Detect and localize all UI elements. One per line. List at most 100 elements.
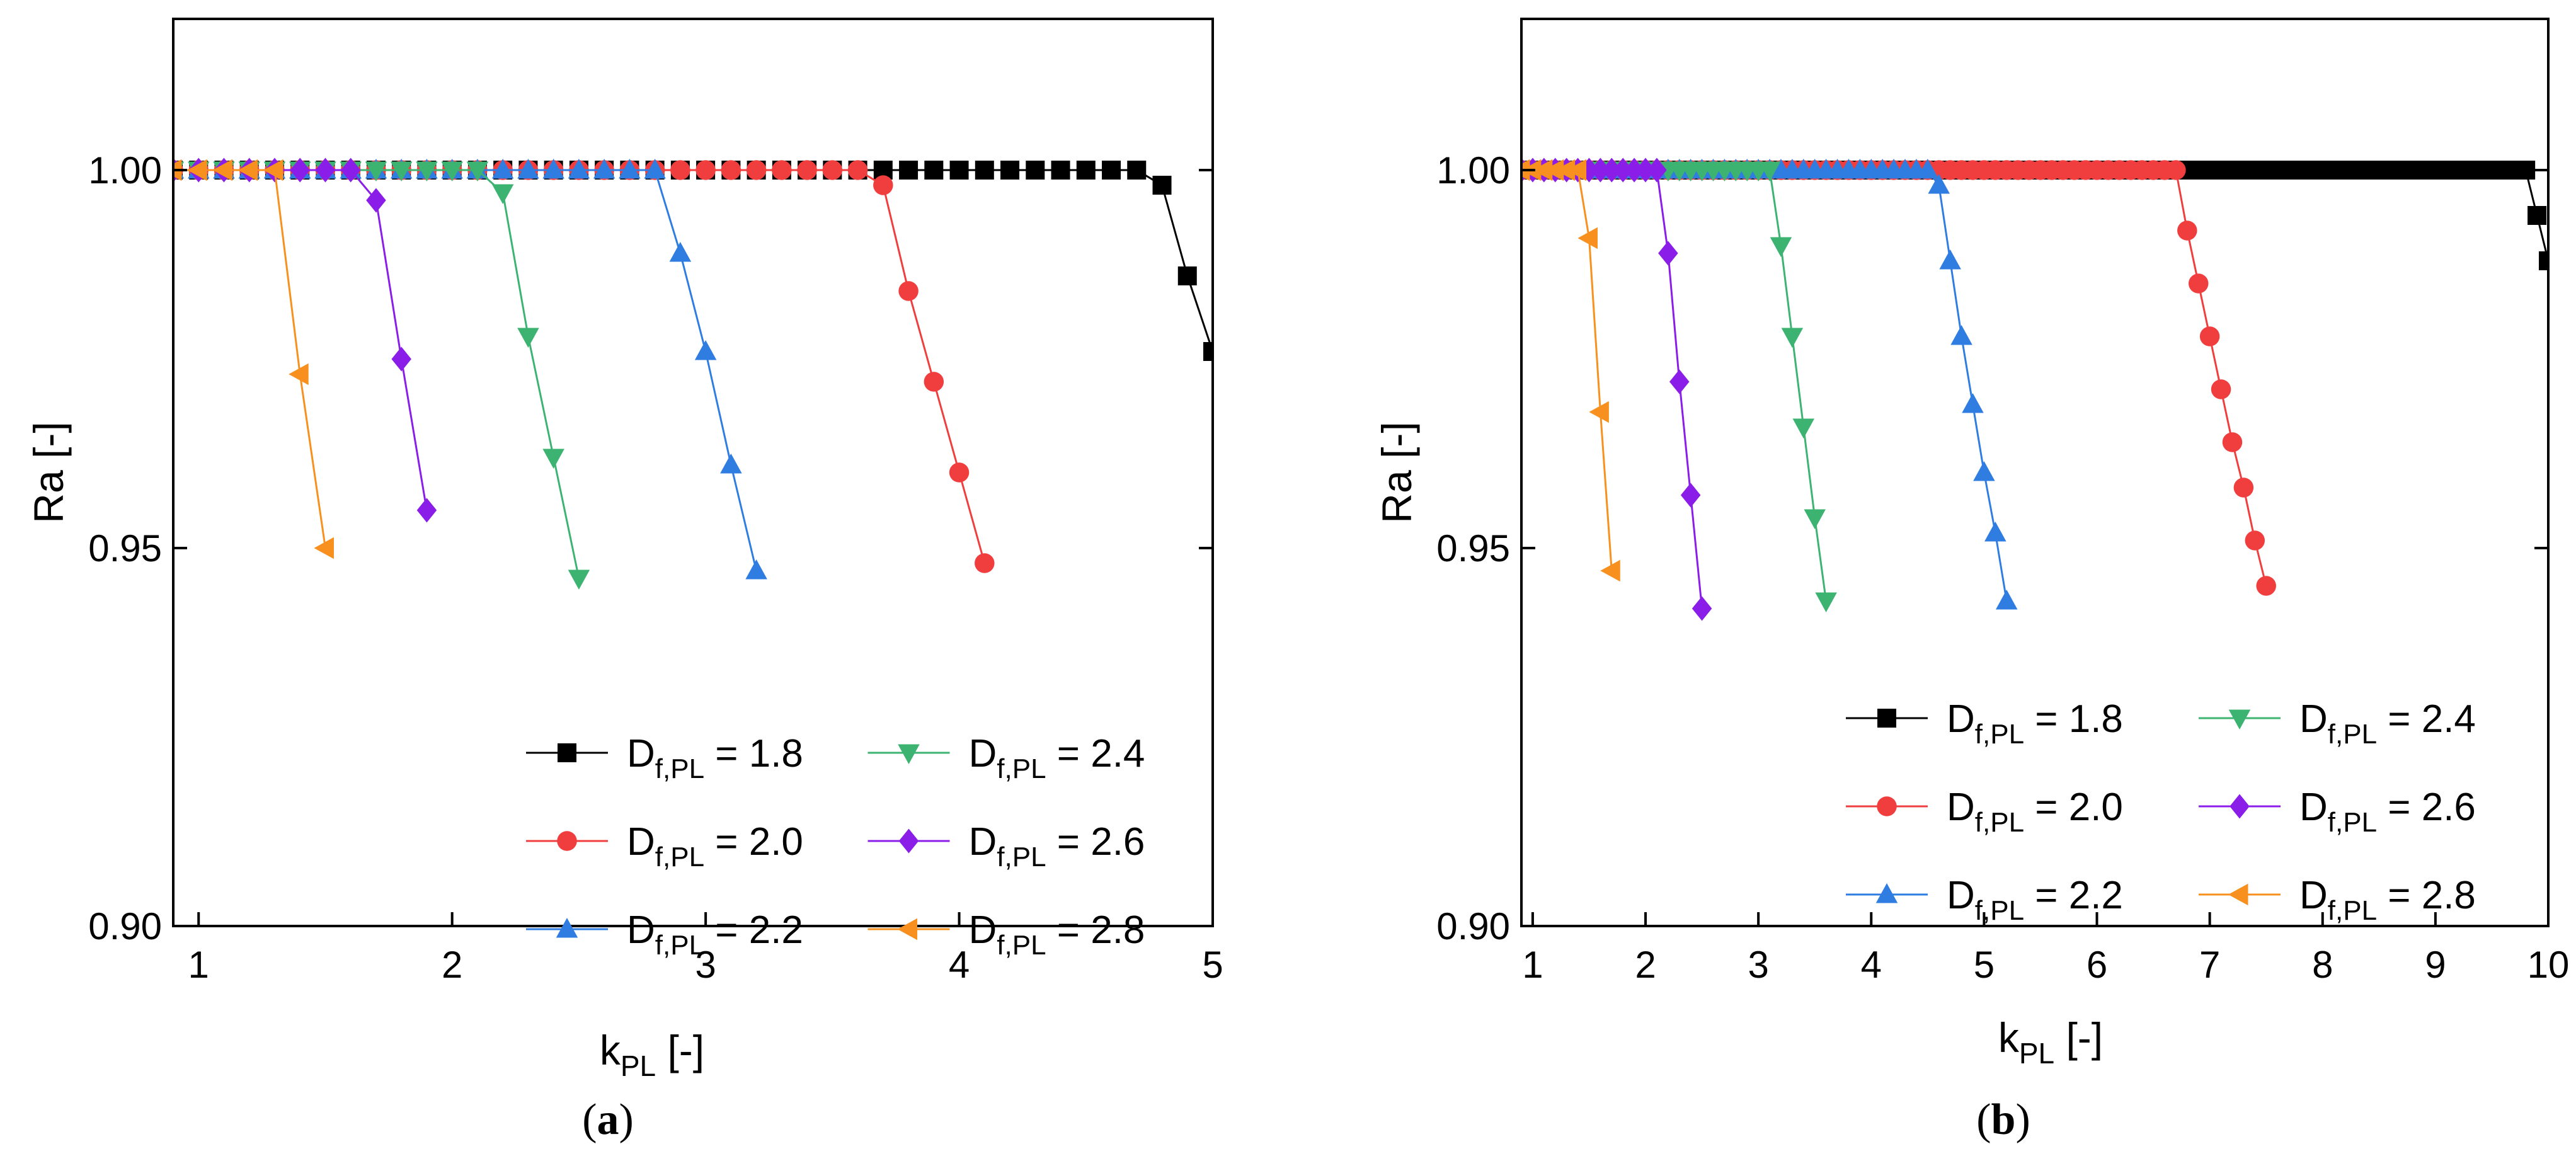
legend-label: Df,PL = 2.8 <box>2299 874 2476 926</box>
series-line <box>173 169 580 579</box>
legend-item-1: Df,PL = 2.0 <box>526 820 803 872</box>
data-point <box>720 454 742 474</box>
data-point <box>1928 174 1950 194</box>
x-tick-label: 8 <box>2312 944 2333 986</box>
series-line <box>1521 169 2267 586</box>
y-tick-label: 0.95 <box>88 527 162 569</box>
data-point <box>1026 161 1045 180</box>
data-point <box>924 372 944 392</box>
legend-label: Df,PL = 2.2 <box>627 908 803 961</box>
legend-item-2: Df,PL = 2.2 <box>1846 874 2123 926</box>
data-point <box>491 184 514 204</box>
data-point <box>441 161 463 181</box>
legend-marker <box>898 828 919 854</box>
x-tick-label: 6 <box>2087 944 2107 986</box>
data-point <box>745 559 767 580</box>
x-tick-label: 9 <box>2425 944 2446 986</box>
axes-frame <box>172 18 1214 927</box>
data-point <box>924 161 944 180</box>
legend-label: Df,PL = 2.2 <box>1947 874 2123 926</box>
data-point <box>1962 393 1984 413</box>
data-point <box>873 161 893 180</box>
data-point <box>949 161 969 180</box>
data-point <box>263 159 283 181</box>
series-5 <box>1521 159 1620 582</box>
legend-item-3: Df,PL = 2.4 <box>867 732 1145 784</box>
data-point <box>669 242 692 262</box>
y-tick-label: 0.90 <box>1436 905 1510 947</box>
data-point <box>593 159 615 179</box>
legend-label: Df,PL = 2.4 <box>2299 697 2476 750</box>
data-point <box>568 159 590 179</box>
data-point <box>289 363 309 386</box>
x-axis-label: kPL [-] <box>600 1027 704 1082</box>
data-point <box>1555 159 1576 181</box>
data-point <box>1127 161 1147 180</box>
x-tick-label: 10 <box>2527 944 2570 986</box>
series-line <box>1521 169 1613 571</box>
legend-marker <box>898 744 920 764</box>
legend-marker <box>1877 709 1896 728</box>
data-point <box>568 569 590 590</box>
data-point <box>1658 241 1678 266</box>
legend-item-4: Df,PL = 2.6 <box>2199 786 2476 838</box>
series-1 <box>173 160 995 573</box>
data-point <box>1601 157 1622 183</box>
data-point <box>1792 418 1815 438</box>
legend-marker <box>897 918 917 941</box>
data-point <box>1566 159 1587 181</box>
legend-marker <box>2228 709 2251 729</box>
data-point <box>517 159 539 179</box>
series-4 <box>173 157 437 523</box>
data-point <box>949 462 970 483</box>
data-point <box>1589 401 1609 423</box>
data-point <box>1950 325 1972 345</box>
x-tick-label: 3 <box>1748 944 1768 986</box>
legend-item-5: Df,PL = 2.8 <box>867 908 1145 961</box>
plot-area <box>173 157 1213 590</box>
data-point <box>797 160 817 180</box>
data-point <box>847 160 868 180</box>
legend-label: Df,PL = 2.0 <box>1947 786 2123 838</box>
data-point <box>1973 461 1995 481</box>
data-point <box>491 159 514 179</box>
legend-label: Df,PL = 1.8 <box>1947 697 2123 750</box>
data-point <box>1758 161 1781 181</box>
data-point <box>1577 227 1598 249</box>
data-point <box>212 159 232 181</box>
data-point <box>696 160 716 180</box>
data-point <box>1590 157 1611 183</box>
data-point <box>340 157 361 183</box>
legend-marker <box>557 831 577 851</box>
data-point <box>721 160 741 180</box>
data-point <box>1532 159 1553 181</box>
data-point <box>1680 483 1701 508</box>
series-line <box>173 169 758 571</box>
data-point <box>899 161 919 180</box>
data-point <box>2245 530 2265 551</box>
data-point <box>1984 522 2006 542</box>
data-point <box>670 160 690 180</box>
data-point <box>517 328 539 348</box>
legend-item-3: Df,PL = 2.4 <box>2199 697 2476 750</box>
series-1 <box>1521 160 2276 596</box>
x-tick-label: 2 <box>442 944 462 986</box>
y-tick-label: 0.95 <box>1436 527 1510 569</box>
data-point <box>1152 176 1172 195</box>
data-point <box>542 159 564 179</box>
x-tick-label: 7 <box>2199 944 2220 986</box>
legend-marker <box>2230 794 2250 819</box>
data-point <box>1692 596 1712 621</box>
data-point <box>746 160 767 180</box>
x-tick-label: 4 <box>949 944 970 986</box>
legend-label: Df,PL = 2.4 <box>969 732 1145 784</box>
data-point <box>1543 159 1564 181</box>
data-point <box>390 161 413 181</box>
data-point <box>2199 326 2220 346</box>
data-point <box>694 340 717 360</box>
data-point <box>1635 157 1656 183</box>
data-point <box>1177 266 1197 285</box>
data-point <box>466 161 489 181</box>
data-point <box>873 175 893 195</box>
data-point <box>1624 157 1644 183</box>
